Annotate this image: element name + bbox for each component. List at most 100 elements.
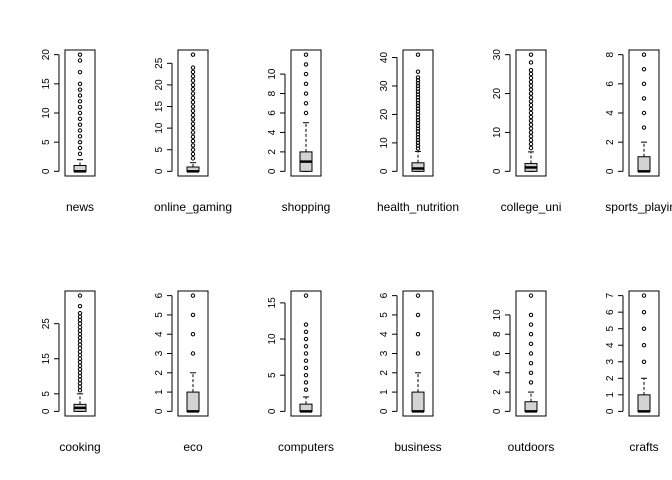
outlier-point: [641, 81, 647, 87]
y-tick-label: 2: [605, 375, 616, 381]
outlier-point: [77, 339, 83, 344]
iqr-box: [637, 394, 651, 412]
plot-frame: [402, 49, 434, 177]
y-tick-label: 8: [605, 51, 616, 57]
plot-frame: [64, 290, 96, 417]
outlier-point: [190, 332, 196, 337]
y-tick-label: 5: [41, 391, 52, 397]
outlier-point: [303, 62, 309, 67]
y-tick-label: 8: [267, 90, 278, 96]
y-tick-label: 0: [41, 408, 52, 414]
outlier-point: [528, 60, 534, 65]
y-tick-label: 40: [379, 52, 390, 64]
outlier-point: [528, 68, 534, 73]
y-tick-label: 0: [605, 168, 616, 174]
outlier-point: [190, 87, 196, 92]
x-axis-label: sports_playing: [605, 200, 672, 214]
outlier-point: [77, 128, 83, 133]
iqr-box: [186, 391, 200, 412]
y-tick-label: 3: [154, 350, 165, 356]
outlier-point: [303, 351, 309, 356]
y-tick-label: 25: [154, 57, 165, 69]
y-tick-label: 6: [605, 81, 616, 87]
outlier-point: [190, 351, 196, 356]
outlier-point: [77, 324, 83, 330]
outlier-point: [77, 374, 83, 379]
outlier-point: [77, 110, 83, 116]
outlier-point: [303, 101, 309, 106]
outlier-point: [77, 384, 83, 390]
x-axis-label: health_nutrition: [377, 200, 459, 214]
outlier-point: [528, 71, 534, 77]
outlier-point: [641, 293, 647, 298]
boxplot-panel-cooking: 0 5 15 25 cooking: [41, 290, 101, 454]
outlier-point: [415, 52, 421, 57]
iqr-box: [411, 391, 425, 412]
outlier-point: [528, 370, 534, 375]
y-tick-label: 4: [605, 110, 616, 116]
outlier-point: [415, 129, 421, 134]
outlier-point: [528, 351, 534, 356]
outlier-point: [190, 74, 196, 79]
plot-frame: [515, 49, 547, 177]
outlier-point: [303, 329, 309, 334]
outlier-point: [190, 293, 196, 298]
outlier-point: [528, 110, 534, 116]
y-tick-label: 5: [41, 139, 52, 145]
outlier-point: [415, 80, 421, 86]
outlier-point: [415, 293, 421, 298]
outlier-point: [77, 356, 83, 361]
plot-frame: [515, 290, 547, 417]
outlier-point: [528, 134, 534, 139]
plot-frame: [628, 49, 660, 177]
outlier-point: [190, 134, 196, 139]
outlier-point: [528, 341, 534, 347]
outlier-point: [77, 353, 83, 358]
outlier-point: [77, 104, 83, 110]
y-tick-label: 0: [154, 408, 165, 414]
y-tick-label: 2: [379, 370, 390, 376]
outlier-point: [641, 110, 647, 116]
x-axis-label: college_uni: [501, 200, 562, 214]
outlier-point: [528, 87, 534, 92]
boxplot-panel-college_uni: 0 10 20 30 college_uni: [492, 49, 561, 214]
outlier-point: [190, 125, 196, 131]
outlier-point: [77, 388, 83, 393]
y-tick-label: 0: [492, 168, 503, 174]
y-tick-label: 4: [605, 342, 616, 348]
y-tick-label: 6: [605, 309, 616, 315]
outlier-point: [415, 134, 421, 140]
outlier-point: [528, 91, 534, 96]
x-axis-label: business: [394, 440, 441, 454]
outlier-point: [190, 104, 196, 109]
outlier-point: [190, 138, 196, 144]
outlier-point: [415, 83, 421, 89]
outlier-point: [415, 312, 421, 318]
y-tick-label: 6: [379, 292, 390, 298]
outlier-point: [415, 137, 421, 143]
outlier-point: [641, 52, 647, 57]
outlier-point: [77, 151, 83, 157]
boxplot-panel-online_gaming: 0 5 10 15 20 25 online_gaming: [154, 49, 232, 214]
outlier-point: [303, 344, 309, 349]
y-tick-label: 20: [154, 79, 165, 91]
y-tick-label: 4: [379, 331, 390, 337]
outlier-point: [190, 112, 196, 118]
x-axis-label: crafts: [629, 440, 658, 454]
outlier-point: [303, 52, 309, 57]
plot-frame: [402, 290, 434, 417]
boxplot-panel-health_nutrition: 0 10 20 30 40 health_nutrition: [377, 49, 459, 214]
boxplot-panel-computers: 0 5 10 15 computers: [267, 290, 334, 454]
y-tick-label: 0: [267, 408, 278, 414]
iqr-box: [637, 156, 651, 172]
y-tick-label: 6: [267, 110, 278, 116]
outlier-point: [303, 322, 309, 327]
outlier-point: [303, 293, 309, 298]
plot-frame: [290, 49, 322, 177]
y-tick-label: 10: [267, 68, 278, 80]
y-tick-label: 15: [154, 101, 165, 113]
outlier-point: [77, 69, 83, 75]
outlier-point: [190, 108, 196, 114]
boxplot-panel-crafts: 0 1 2 3 4 5 6 7 crafts: [605, 290, 660, 454]
outlier-point: [415, 115, 421, 120]
